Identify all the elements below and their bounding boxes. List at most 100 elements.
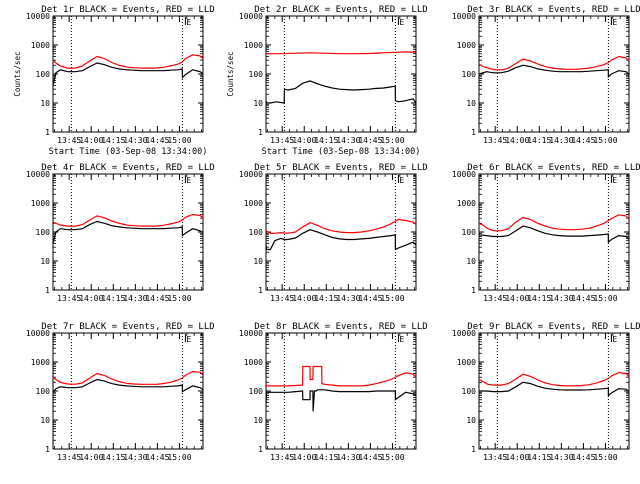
y-tick-label: 1 — [258, 445, 263, 454]
x-tick-label: 14:45 — [571, 136, 595, 145]
marker-label: E — [612, 18, 617, 27]
y-tick-label: 1000 — [244, 41, 263, 50]
lld-series-line — [52, 370, 204, 385]
x-tick-label: 15:00 — [593, 136, 617, 145]
y-tick-label: 10 — [253, 99, 263, 108]
x-axis-label: Start Time (03-Sep-08 13:34:00) — [49, 147, 208, 157]
y-tick-label: 100 — [249, 387, 264, 396]
x-tick-label: 14:45 — [145, 453, 169, 462]
lld-series-line — [265, 218, 417, 234]
y-tick-label: 10 — [253, 416, 263, 425]
x-tick-label: 13:45 — [57, 136, 81, 145]
lld-series-line — [265, 365, 417, 387]
y-tick-label: 1 — [258, 128, 263, 137]
y-tick-label: 10 — [40, 257, 50, 266]
y-tick-label: 10 — [40, 416, 50, 425]
x-tick-label: 15:00 — [593, 453, 617, 462]
marker-label: E — [612, 335, 617, 344]
x-tick-label: 13:45 — [57, 453, 81, 462]
events-series-line — [478, 225, 630, 244]
events-series-line — [265, 229, 417, 251]
lld-series-line — [478, 55, 630, 71]
x-tick-label: 14:15 — [314, 453, 338, 462]
x-tick-label: 14:30 — [549, 136, 573, 145]
marker-label: E — [612, 176, 617, 185]
marker-label: E — [186, 335, 191, 344]
lld-series-line — [478, 371, 630, 387]
panel-title: Det 2r BLACK = Events, RED = LLD — [254, 5, 427, 15]
plot-frame — [478, 173, 630, 291]
y-tick-label: 1000 — [457, 199, 476, 208]
panel-det-3: Det 3r BLACK = Events, RED = LLD 1 10 100 10… — [452, 5, 640, 145]
x-tick-label: 14:00 — [505, 294, 529, 303]
y-tick-label: 1 — [45, 286, 50, 295]
y-tick-label: 10000 — [239, 12, 263, 21]
panel-det-5: Det 5r BLACK = Events, RED = LLD 1 10 100 10… — [239, 163, 428, 303]
y-tick-label: 10 — [466, 416, 476, 425]
x-tick-label: 14:00 — [79, 136, 103, 145]
panel-title: Det 7r BLACK = Events, RED = LLD — [41, 322, 214, 332]
y-tick-label: 1 — [471, 286, 476, 295]
y-tick-label: 100 — [462, 70, 477, 79]
y-tick-label: 1 — [45, 128, 50, 137]
x-tick-label: 15:00 — [380, 294, 404, 303]
x-tick-label: 14:30 — [336, 453, 360, 462]
x-tick-label: 14:45 — [358, 294, 382, 303]
y-tick-label: 100 — [36, 387, 51, 396]
y-tick-label: 10000 — [26, 12, 50, 21]
marker-label: E — [399, 335, 404, 344]
panel-det-1: Det 1r BLACK = Events, RED = LLD 1 10 100 10… — [13, 5, 215, 157]
panel-det-2: Det 2r BLACK = Events, RED = LLD 1 10 100 10… — [226, 5, 428, 157]
x-tick-label: 14:15 — [101, 294, 125, 303]
y-tick-label: 1000 — [457, 41, 476, 50]
x-tick-label: 14:30 — [549, 294, 573, 303]
x-tick-label: 14:30 — [123, 453, 147, 462]
y-tick-label: 1000 — [244, 199, 263, 208]
marker-label: E — [399, 176, 404, 185]
y-tick-label: 10 — [40, 99, 50, 108]
y-tick-label: 100 — [462, 228, 477, 237]
y-tick-label: 10 — [466, 99, 476, 108]
x-tick-label: 14:15 — [527, 453, 551, 462]
x-tick-label: 15:00 — [167, 294, 191, 303]
x-tick-label: 14:00 — [292, 453, 316, 462]
y-tick-label: 1 — [45, 445, 50, 454]
y-tick-label: 10000 — [26, 329, 50, 338]
x-tick-label: 14:00 — [79, 453, 103, 462]
x-tick-label: 14:45 — [571, 453, 595, 462]
x-axis-label: Start Time (03-Sep-08 13:34:00) — [262, 147, 421, 157]
x-tick-label: 15:00 — [167, 453, 191, 462]
x-tick-label: 14:45 — [358, 453, 382, 462]
y-tick-label: 10000 — [452, 12, 476, 21]
y-tick-label: 10000 — [239, 170, 263, 179]
y-tick-label: 10 — [466, 257, 476, 266]
panel-title: Det 5r BLACK = Events, RED = LLD — [254, 163, 427, 173]
marker-label: E — [186, 176, 191, 185]
y-tick-label: 100 — [36, 228, 51, 237]
x-tick-label: 13:45 — [483, 453, 507, 462]
x-tick-label: 15:00 — [167, 136, 191, 145]
panel-det-9: Det 9r BLACK = Events, RED = LLD 1 10 100 10… — [452, 322, 640, 462]
lld-series-line — [52, 213, 204, 227]
x-tick-label: 14:15 — [314, 136, 338, 145]
x-tick-label: 14:15 — [527, 136, 551, 145]
x-tick-label: 13:45 — [57, 294, 81, 303]
x-tick-label: 15:00 — [380, 453, 404, 462]
x-tick-label: 15:00 — [380, 136, 404, 145]
x-tick-label: 13:45 — [270, 136, 294, 145]
y-axis-label: Counts/sec — [13, 51, 22, 96]
x-tick-label: 14:45 — [145, 136, 169, 145]
x-tick-label: 14:00 — [292, 294, 316, 303]
y-tick-label: 1 — [258, 286, 263, 295]
y-tick-label: 1000 — [457, 358, 476, 367]
y-tick-label: 100 — [249, 70, 264, 79]
y-tick-label: 10000 — [452, 170, 476, 179]
x-tick-label: 14:00 — [505, 136, 529, 145]
events-series-line — [52, 378, 204, 393]
marker-label: E — [186, 18, 191, 27]
y-tick-label: 10000 — [26, 170, 50, 179]
y-tick-label: 100 — [249, 228, 264, 237]
x-tick-label: 14:00 — [79, 294, 103, 303]
x-tick-label: 14:45 — [571, 294, 595, 303]
